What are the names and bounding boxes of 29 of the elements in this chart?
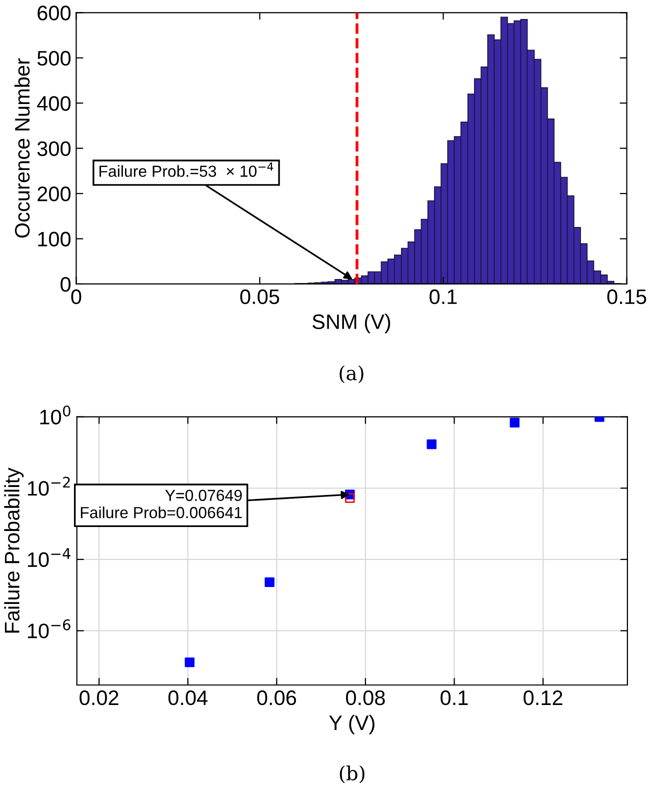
y-tick-label: 600 xyxy=(38,6,71,20)
annotation: Failure Prob.=53 × 10$^{−4}$ xyxy=(100,162,274,177)
x-tick-label: 0 xyxy=(71,289,82,304)
x-tick-label: 0.05 xyxy=(240,289,280,304)
x-tick-label: 0.1 xyxy=(440,690,468,706)
text: (b) xyxy=(340,765,364,784)
y-tick-label: 10$^{−6}$ xyxy=(28,619,70,638)
y-tick-label: 10$^{−4}$ xyxy=(28,548,70,568)
x-tick-label: 0.12 xyxy=(524,690,562,706)
y-tick-label: 200 xyxy=(38,186,71,202)
y-axis-title: Failure Probability xyxy=(4,468,24,633)
x-tick-label: 0.15 xyxy=(607,289,646,304)
x-tick-label: 0.02 xyxy=(80,690,118,706)
x-tick-label: 0.04 xyxy=(168,690,208,706)
x-tick-label: 0.08 xyxy=(346,690,385,706)
y-tick-label: 400 xyxy=(37,96,71,111)
y-axis-title: Occurence Number xyxy=(14,58,30,238)
y-tick-label: 10$^{−2}$ xyxy=(28,476,70,496)
x-axis-title: Y (V) xyxy=(329,714,374,734)
y-tick-label: 300 xyxy=(37,141,71,156)
annotation: Y=0.07649 Failure Prob=0.006641 xyxy=(80,490,242,518)
x-tick-label: 0.06 xyxy=(257,690,296,706)
y-tick-label: 100 xyxy=(38,232,71,247)
y-tick-label: 10$^{0}$ xyxy=(40,405,70,424)
y-tick-label: 0 xyxy=(60,276,71,292)
x-tick-label: 0.1 xyxy=(430,289,457,304)
y-tick-label: 500 xyxy=(37,50,71,66)
text: (a) xyxy=(340,365,364,384)
x-axis-title: SNM (V) xyxy=(312,314,390,334)
